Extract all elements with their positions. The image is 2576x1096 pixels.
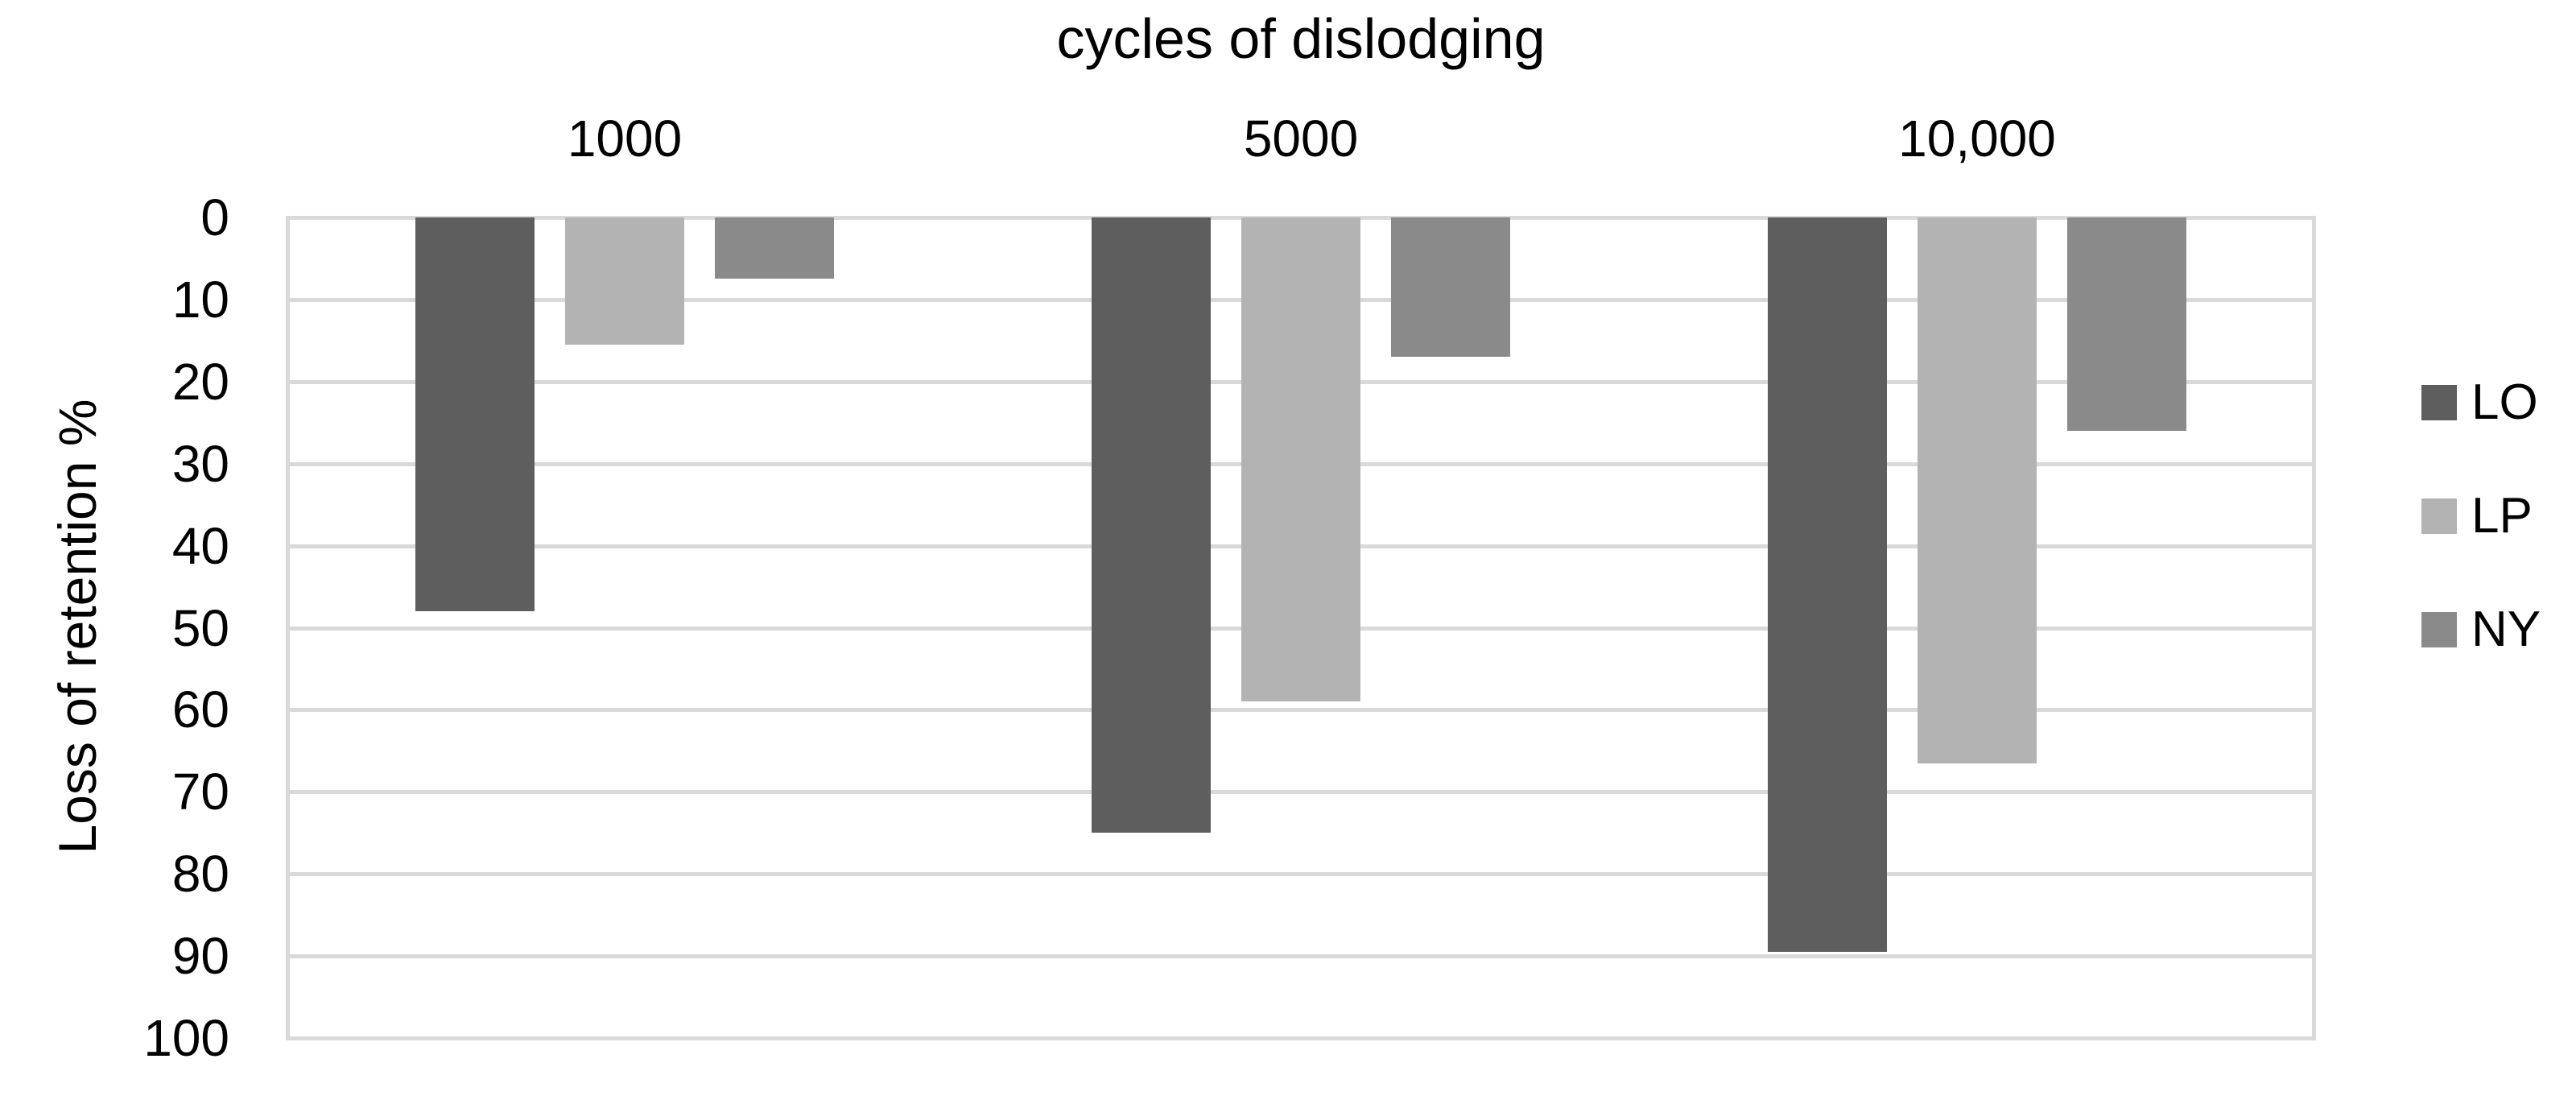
bar-lp-5000	[1241, 217, 1360, 701]
bar-lp-10000	[1918, 217, 2037, 763]
category-label-10000: 10,000	[1898, 110, 2056, 168]
gridline-60	[287, 708, 2315, 712]
bar-lp-1000	[565, 217, 684, 345]
bar-ny-5000	[1391, 217, 1510, 357]
y-tick-label-70: 70	[171, 763, 229, 821]
y-tick-label-90: 90	[171, 927, 229, 985]
bar-lo-5000	[1092, 217, 1211, 833]
legend-swatch-lo	[2421, 385, 2457, 420]
legend-item-ny: NY	[2421, 604, 2541, 656]
legend-label-ny: NY	[2471, 602, 2541, 657]
legend-label-lo: LO	[2471, 374, 2538, 430]
legend-label-lp: LP	[2471, 488, 2533, 544]
gridline-100	[287, 1036, 2315, 1040]
y-tick-label-0: 0	[200, 188, 229, 246]
y-tick-label-100: 100	[143, 1009, 229, 1067]
y-tick-label-60: 60	[171, 680, 229, 738]
y-tick-label-20: 20	[171, 353, 229, 411]
gridline-80	[287, 872, 2315, 876]
y-tick-label-80: 80	[171, 845, 229, 903]
bar-ny-10000	[2067, 217, 2186, 431]
gridline-90	[287, 954, 2315, 958]
category-label-5000: 5000	[1243, 110, 1359, 168]
chart-title: cycles of dislodging	[1056, 7, 1546, 70]
legend-swatch-ny	[2421, 612, 2457, 647]
legend-item-lo: LO	[2421, 377, 2538, 428]
y-tick-label-40: 40	[171, 517, 229, 575]
plot-left-border	[286, 216, 290, 1040]
plot-area	[286, 216, 2316, 1040]
gridline-70	[287, 790, 2315, 794]
legend-item-lp: LP	[2421, 490, 2533, 542]
y-tick-label-10: 10	[171, 271, 229, 329]
plot-right-border	[2312, 216, 2316, 1040]
bar-lo-10000	[1768, 217, 1887, 952]
category-label-1000: 1000	[567, 110, 683, 168]
bar-lo-1000	[415, 217, 535, 611]
y-tick-label-50: 50	[171, 599, 229, 657]
y-tick-label-30: 30	[171, 435, 229, 493]
legend-swatch-lp	[2421, 498, 2457, 534]
bar-ny-1000	[715, 217, 834, 279]
